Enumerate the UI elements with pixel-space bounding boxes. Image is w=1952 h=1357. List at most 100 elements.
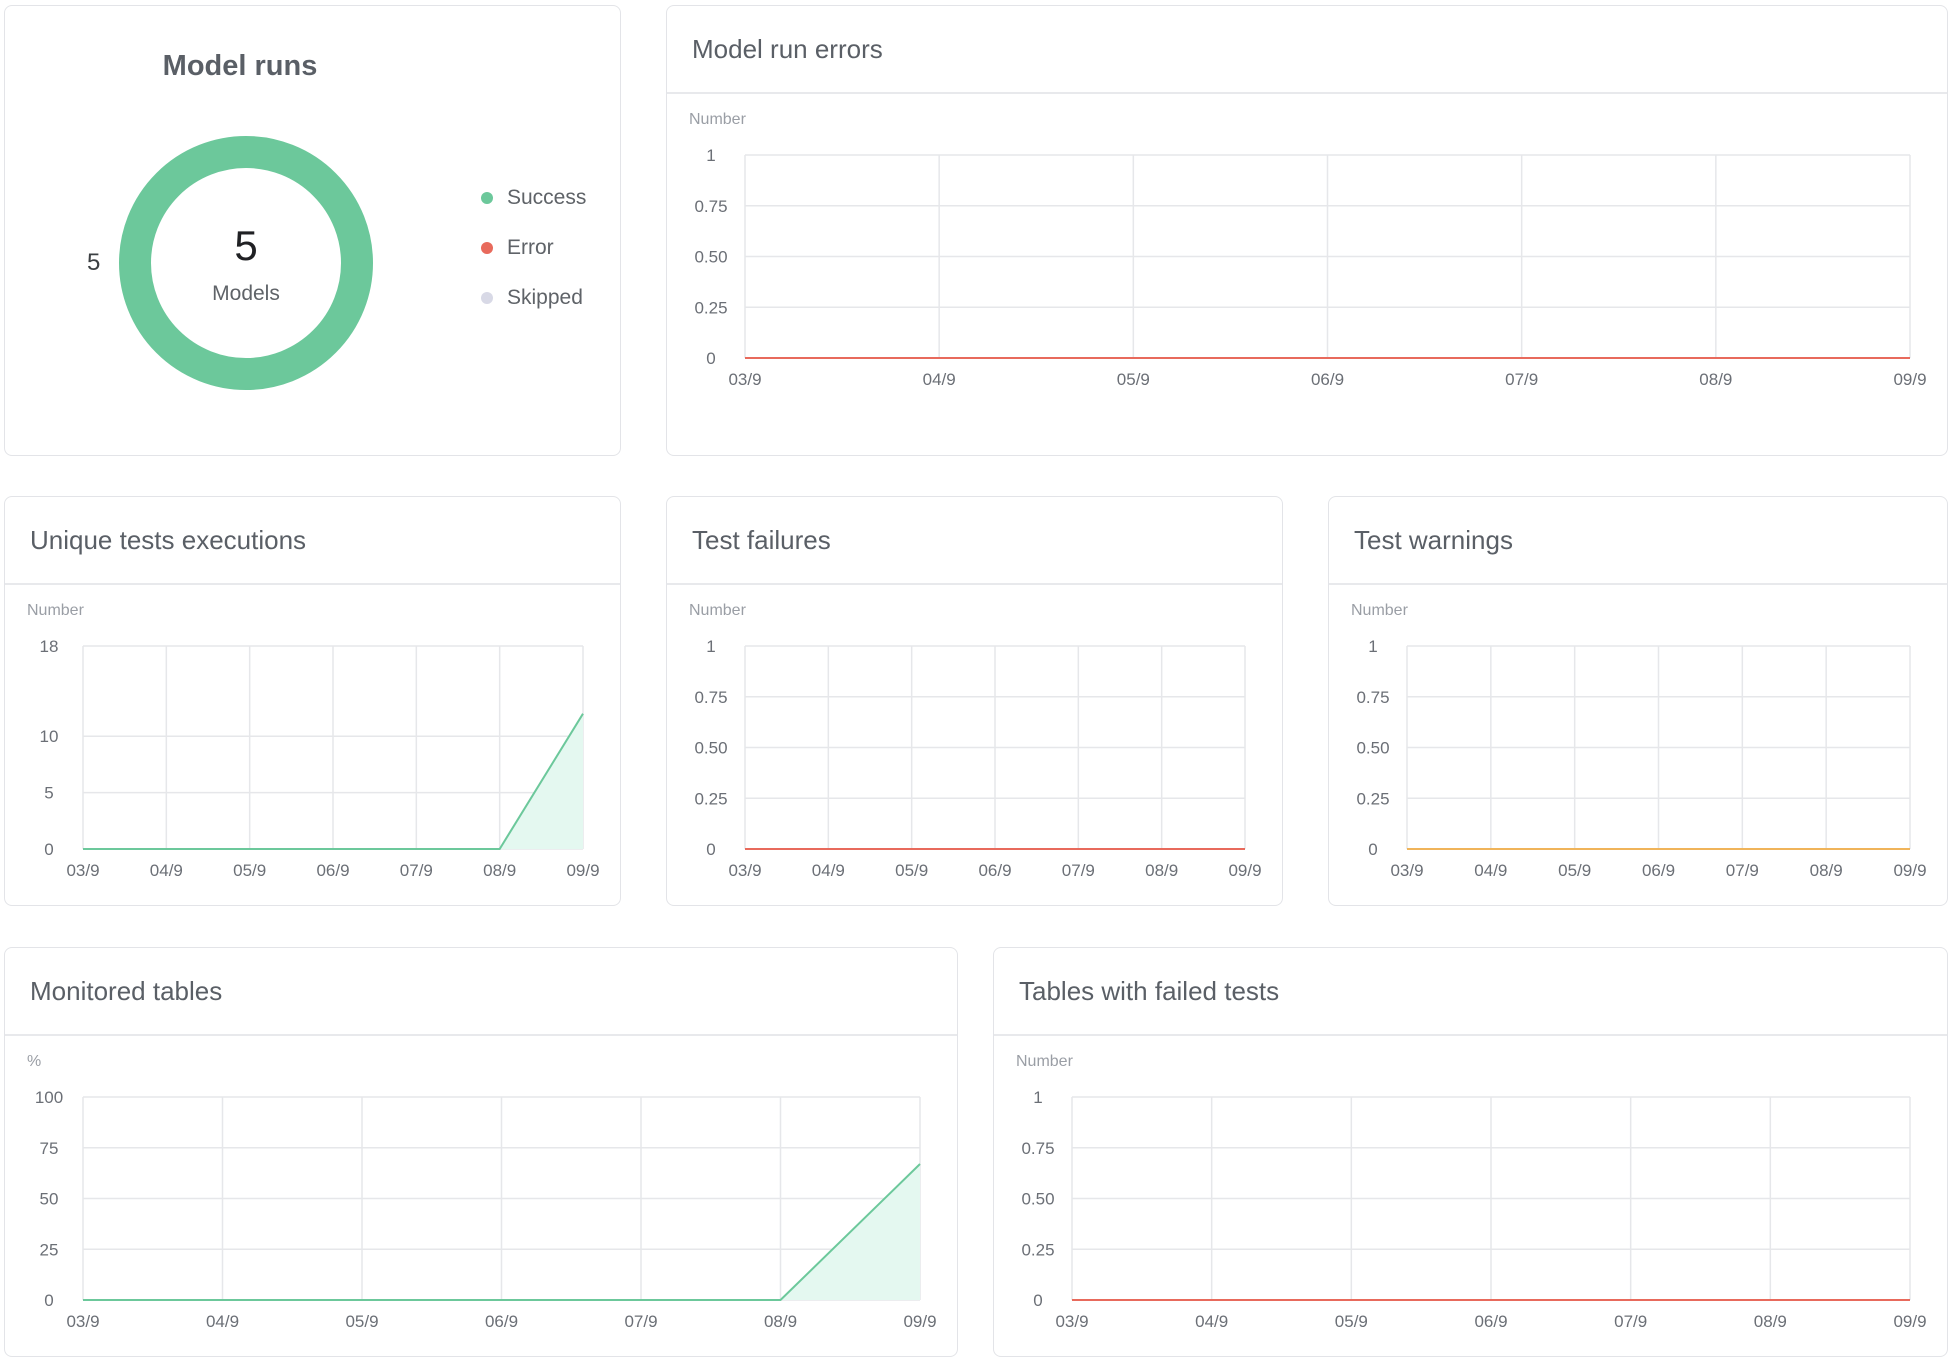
- card-header: Unique tests executions: [5, 497, 620, 585]
- test-failures-chart[interactable]: Number 0 0.25 0.50 0.75 1 03/9 04/9 05/9 06/9 07/9…: [667, 585, 1282, 905]
- y-tick-label: 0.50: [694, 248, 727, 267]
- series-line: [83, 713, 584, 850]
- y-tick-label: 100: [35, 1088, 63, 1107]
- x-tick-label: 07/9: [624, 1312, 657, 1331]
- legend-item-skipped[interactable]: Skipped: [481, 273, 586, 323]
- x-tick-label: 04/9: [150, 861, 183, 880]
- model-run-errors-card: Model run errors Number 0 0.25 0.50 0.75 1 03/…: [666, 5, 1948, 456]
- series-area: [83, 713, 583, 849]
- x-tick-label: 09/9: [1228, 861, 1261, 880]
- y-tick-label: 1: [1033, 1088, 1042, 1107]
- y-tick-label: 0.75: [694, 197, 727, 216]
- y-tick-label: 1: [1368, 637, 1377, 656]
- x-tick-label: 05/9: [1117, 370, 1150, 389]
- card-title: Test failures: [692, 524, 831, 555]
- y-tick-label: 0: [706, 840, 715, 859]
- x-tick-label: 03/9: [1390, 861, 1423, 880]
- x-tick-label: 06/9: [485, 1312, 518, 1331]
- y-unit-label: Number: [1016, 1053, 1074, 1070]
- x-tick-label: 09/9: [1893, 861, 1926, 880]
- x-tick-label: 06/9: [1311, 370, 1344, 389]
- test-failures-card: Test failures Number 0 0.25 0.50 0.75 1 03/9 04…: [666, 496, 1283, 906]
- y-tick-label: 0: [44, 840, 53, 859]
- x-tick-label: 05/9: [233, 861, 266, 880]
- legend-label-skipped: Skipped: [507, 286, 583, 309]
- x-tick-label: 09/9: [1893, 370, 1926, 389]
- card-header: Tables with failed tests: [994, 948, 1947, 1036]
- model-run-errors-chart[interactable]: Number 0 0.25 0.50 0.75 1 03/9 04/9 05/9 06/9 07/9…: [667, 94, 1947, 454]
- y-unit-label: Number: [689, 111, 747, 128]
- error-dot-icon: [481, 242, 493, 254]
- legend-item-success[interactable]: Success: [481, 173, 586, 223]
- y-tick-label: 0.25: [694, 298, 727, 317]
- x-tick-label: 07/9: [1614, 1312, 1647, 1331]
- unique-tests-executions-chart[interactable]: Number 0 5 10 18 03/9 04/9 05/9 06/9 07/9 08/9 09/9: [5, 585, 620, 905]
- y-tick-label: 0: [44, 1291, 53, 1310]
- donut-svg: [119, 136, 373, 390]
- card-title: Model run errors: [692, 33, 883, 64]
- x-tick-label: 08/9: [1810, 861, 1843, 880]
- x-tick-label: 09/9: [1893, 1312, 1926, 1331]
- y-unit-label: Number: [689, 602, 747, 619]
- x-tick-label: 04/9: [1474, 861, 1507, 880]
- x-tick-label: 08/9: [764, 1312, 797, 1331]
- card-title: Monitored tables: [30, 975, 223, 1006]
- tables-with-failed-tests-card: Tables with failed tests Number 0 0.25 0.50…: [993, 947, 1948, 1357]
- model-runs-legend: Success Error Skipped: [481, 173, 586, 323]
- y-unit-label: Number: [1351, 602, 1409, 619]
- model-runs-card: Model runs 5 5 Models Success Error Skip…: [4, 5, 621, 456]
- y-tick-label: 5: [44, 784, 53, 803]
- x-tick-label: 09/9: [566, 861, 599, 880]
- y-tick-label: 0: [706, 349, 715, 368]
- y-tick-label: 0: [1033, 1291, 1042, 1310]
- x-tick-label: 03/9: [66, 1312, 99, 1331]
- x-tick-label: 04/9: [923, 370, 956, 389]
- x-tick-label: 06/9: [1642, 861, 1675, 880]
- y-tick-label: 25: [40, 1240, 59, 1259]
- donut-side-count: 5: [87, 249, 101, 276]
- card-header: Test warnings: [1329, 497, 1947, 585]
- card-title: Unique tests executions: [30, 524, 307, 555]
- y-tick-label: 0.50: [1021, 1190, 1054, 1209]
- x-tick-label: 06/9: [978, 861, 1011, 880]
- x-tick-label: 07/9: [1505, 370, 1538, 389]
- test-warnings-chart[interactable]: Number 0 0.25 0.50 0.75 1 03/9 04/9 05/9 06/9 07/9…: [1329, 585, 1947, 905]
- test-warnings-card: Test warnings Number 0 0.25 0.50 0.75 1 03/9 04…: [1328, 496, 1948, 906]
- series-area: [83, 1163, 920, 1300]
- x-tick-label: 07/9: [400, 861, 433, 880]
- y-tick-label: 1: [706, 637, 715, 656]
- x-tick-label: 04/9: [206, 1312, 239, 1331]
- donut-center-label: Models: [212, 282, 280, 305]
- y-tick-label: 0.25: [1356, 789, 1389, 808]
- skipped-dot-icon: [481, 292, 493, 304]
- legend-label-error: Error: [507, 236, 554, 259]
- y-tick-label: 18: [40, 637, 59, 656]
- x-tick-label: 03/9: [1055, 1312, 1088, 1331]
- x-tick-label: 05/9: [1558, 861, 1591, 880]
- x-tick-label: 04/9: [1195, 1312, 1228, 1331]
- card-header: Monitored tables: [5, 948, 957, 1036]
- legend-item-error[interactable]: Error: [481, 223, 586, 273]
- y-unit-label: Number: [27, 602, 85, 619]
- model-runs-donut[interactable]: 5 Models: [115, 132, 377, 394]
- y-tick-label: 0.75: [1021, 1139, 1054, 1158]
- x-tick-label: 05/9: [345, 1312, 378, 1331]
- monitored-tables-card: Monitored tables % 0 25 50 75 100 03/9 04/9 05/9…: [4, 947, 958, 1357]
- y-tick-label: 10: [40, 727, 59, 746]
- y-tick-label: 0.75: [1356, 688, 1389, 707]
- x-tick-label: 03/9: [728, 861, 761, 880]
- y-tick-label: 1: [706, 146, 715, 165]
- tables-with-failed-tests-chart[interactable]: Number 0 0.25 0.50 0.75 1 03/9 04/9 05/9 06/9 07/9…: [994, 1036, 1947, 1356]
- x-tick-label: 06/9: [1474, 1312, 1507, 1331]
- donut-success-ring[interactable]: [119, 136, 373, 390]
- y-tick-label: 0: [1368, 840, 1377, 859]
- x-tick-label: 08/9: [1754, 1312, 1787, 1331]
- x-tick-label: 08/9: [483, 861, 516, 880]
- y-unit-label: %: [27, 1053, 41, 1070]
- y-tick-label: 0.75: [694, 688, 727, 707]
- x-tick-label: 06/9: [316, 861, 349, 880]
- y-tick-label: 0.50: [1356, 739, 1389, 758]
- x-tick-label: 03/9: [728, 370, 761, 389]
- monitored-tables-chart[interactable]: % 0 25 50 75 100 03/9 04/9 05/9 06/9 07/9 08/9 09/9: [5, 1036, 957, 1356]
- unique-tests-executions-card: Unique tests executions Number 0 5 10 18 03/9…: [4, 496, 621, 906]
